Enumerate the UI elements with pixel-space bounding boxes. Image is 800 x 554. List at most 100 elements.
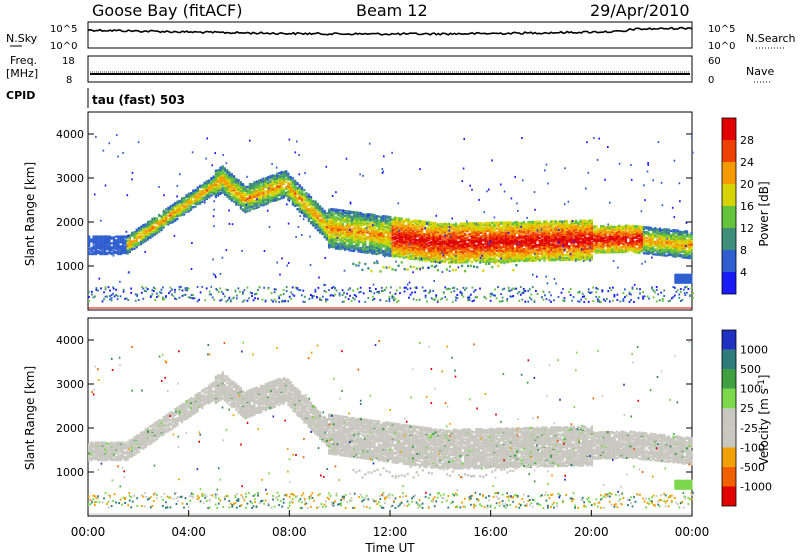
echo-cell: [171, 211, 174, 214]
echo-cell: [307, 195, 310, 198]
echo-cell: [108, 235, 111, 238]
echo-cell: [466, 242, 469, 245]
echo-cell: [235, 197, 238, 200]
echo-cell: [547, 230, 550, 233]
echo-cell: [425, 220, 428, 224]
echo-cell: [201, 196, 204, 200]
echo-cell: [294, 194, 297, 197]
echo-cell: [280, 181, 283, 184]
echo-cell: [228, 173, 231, 176]
echo-cell: [536, 220, 539, 223]
echo-cell: [334, 247, 338, 250]
echo-cell: [416, 247, 419, 251]
echo-cell: [282, 192, 285, 195]
echo-cell: [353, 232, 356, 235]
echo-cell: [371, 222, 374, 225]
echo-cell: [219, 173, 222, 176]
echo-cell: [160, 224, 163, 227]
echo-cell: [325, 215, 328, 218]
echo-cell: [334, 224, 338, 227]
echo-cell: [289, 189, 292, 192]
echo-cell: [239, 181, 242, 184]
echo-cell: [391, 221, 394, 224]
echo-cell: [323, 209, 326, 213]
echo-cell: [289, 181, 292, 185]
echo-cell: [407, 237, 410, 241]
echo-cell: [273, 187, 276, 190]
echo-cell: [556, 221, 560, 224]
echo-cell: [434, 233, 437, 237]
echo-cell: [112, 247, 116, 250]
echo-cell: [538, 220, 541, 223]
echo-cell: [223, 193, 227, 196]
echo-cell: [355, 229, 358, 233]
echo-cell: [552, 227, 555, 230]
echo-cell: [217, 183, 220, 186]
echo-cell: [396, 216, 399, 220]
echo-cell: [255, 182, 258, 185]
echo-cell: [430, 221, 433, 224]
echo-cell: [99, 252, 102, 256]
echo-cell: [330, 228, 333, 231]
echo-cell: [330, 210, 333, 214]
echo-cell: [466, 233, 469, 237]
echo-cell: [296, 201, 299, 204]
echo-cell: [192, 194, 195, 197]
echo-cell: [103, 235, 107, 238]
echo-cell: [407, 218, 410, 221]
echo-cell: [305, 195, 308, 198]
echo-cell: [468, 232, 471, 236]
echo-cell: [310, 214, 313, 217]
echo-cell: [303, 214, 306, 217]
echo-cell: [332, 217, 335, 221]
echo-cell: [400, 232, 403, 235]
echo-cell: [366, 238, 369, 241]
echo-cell: [228, 171, 231, 174]
echo-cell: [498, 221, 501, 224]
echo-cell: [296, 186, 299, 190]
echo-cell: [226, 195, 229, 198]
echo-cell: [387, 228, 390, 231]
echo-cell: [144, 225, 147, 228]
echo-cell: [133, 236, 136, 239]
echo-cell: [353, 226, 356, 229]
echo-cell: [427, 230, 430, 234]
echo-cell: [251, 205, 254, 208]
echo-cell: [142, 229, 145, 233]
echo-cell: [423, 220, 426, 223]
echo-cell: [266, 202, 270, 205]
echo-cell: [223, 167, 227, 170]
echo-cell: [362, 227, 365, 231]
echo-cell: [88, 238, 91, 241]
echo-cell: [323, 216, 326, 219]
echo-cell: [144, 234, 147, 238]
echo-cell: [260, 203, 263, 207]
echo-cell: [108, 240, 111, 243]
echo-cell: [371, 240, 374, 243]
echo-cell: [534, 232, 537, 235]
echo-cell: [536, 243, 539, 247]
echo-cell: [391, 230, 394, 234]
echo-cell: [427, 241, 430, 244]
echo-cell: [511, 227, 514, 230]
echo-cell: [348, 223, 351, 226]
echo-cell: [396, 242, 399, 245]
echo-cell: [137, 229, 140, 232]
echo-cell: [400, 223, 403, 226]
echo-cell: [527, 234, 530, 237]
echo-cell: [167, 218, 170, 221]
echo-cell: [538, 239, 541, 243]
echo-cell: [112, 236, 116, 239]
echo-cell: [330, 238, 333, 242]
echo-cell: [285, 185, 288, 189]
echo-cell: [430, 234, 433, 237]
echo-cell: [339, 217, 342, 221]
echo-cell: [541, 238, 544, 242]
echo-cell: [171, 209, 174, 212]
echo-cell: [436, 234, 439, 237]
echo-cell: [266, 179, 270, 182]
echo-cell: [291, 194, 294, 198]
echo-cell: [291, 180, 294, 183]
echo-cell: [142, 234, 145, 237]
echo-cell: [359, 246, 362, 250]
